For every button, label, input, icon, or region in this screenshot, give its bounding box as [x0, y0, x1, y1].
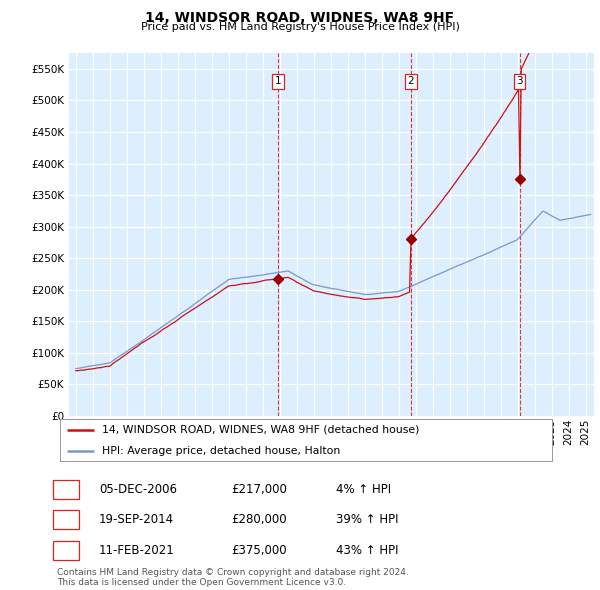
Text: 05-DEC-2006: 05-DEC-2006	[99, 483, 177, 496]
Text: 19-SEP-2014: 19-SEP-2014	[99, 513, 174, 526]
Text: 14, WINDSOR ROAD, WIDNES, WA8 9HF (detached house): 14, WINDSOR ROAD, WIDNES, WA8 9HF (detac…	[102, 425, 419, 434]
Text: 3: 3	[62, 544, 70, 557]
Text: 3: 3	[516, 77, 523, 87]
Text: 11-FEB-2021: 11-FEB-2021	[99, 544, 175, 557]
Text: Contains HM Land Registry data © Crown copyright and database right 2024.
This d: Contains HM Land Registry data © Crown c…	[57, 568, 409, 587]
Text: £375,000: £375,000	[231, 544, 287, 557]
Text: 2: 2	[407, 77, 414, 87]
Text: 4% ↑ HPI: 4% ↑ HPI	[336, 483, 391, 496]
Text: 43% ↑ HPI: 43% ↑ HPI	[336, 544, 398, 557]
Text: HPI: Average price, detached house, Halton: HPI: Average price, detached house, Halt…	[102, 446, 340, 455]
Text: Price paid vs. HM Land Registry's House Price Index (HPI): Price paid vs. HM Land Registry's House …	[140, 22, 460, 32]
Text: 14, WINDSOR ROAD, WIDNES, WA8 9HF: 14, WINDSOR ROAD, WIDNES, WA8 9HF	[145, 11, 455, 25]
Text: 39% ↑ HPI: 39% ↑ HPI	[336, 513, 398, 526]
Text: 1: 1	[275, 77, 281, 87]
Text: £217,000: £217,000	[231, 483, 287, 496]
Text: 2: 2	[62, 513, 70, 526]
Text: £280,000: £280,000	[231, 513, 287, 526]
Text: 1: 1	[62, 483, 70, 496]
